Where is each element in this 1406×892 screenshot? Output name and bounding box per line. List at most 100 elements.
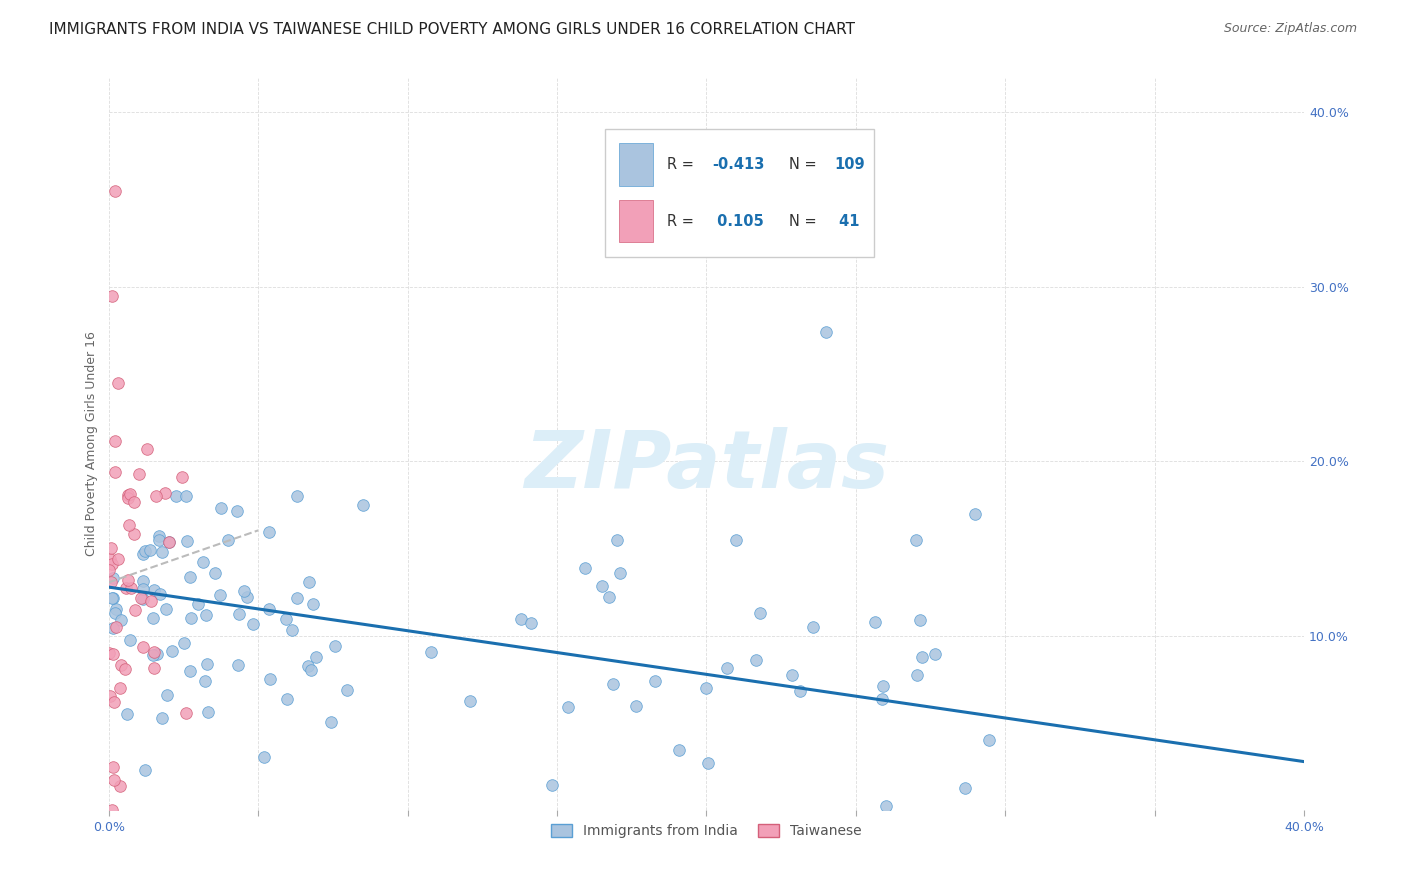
Point	[302, 597, 325, 611]
Point	[195, 608, 218, 623]
Point	[157, 534, 180, 549]
Point	[104, 620, 127, 634]
Point	[139, 543, 162, 558]
Point	[285, 591, 308, 605]
Point	[108, 779, 131, 793]
Point	[176, 534, 198, 549]
Text: R =: R =	[666, 157, 699, 172]
Point	[195, 657, 218, 671]
Point	[155, 485, 177, 500]
Point	[108, 681, 131, 695]
Point	[574, 560, 596, 574]
Point	[104, 434, 127, 448]
Point	[132, 582, 155, 596]
Point	[602, 676, 624, 690]
Point	[259, 602, 281, 616]
Point	[591, 579, 613, 593]
Point	[541, 778, 564, 792]
Point	[624, 698, 647, 713]
Point	[194, 673, 217, 688]
Point	[907, 667, 929, 681]
Point	[173, 636, 195, 650]
Point	[520, 615, 543, 630]
Point	[242, 616, 264, 631]
Point	[297, 658, 319, 673]
Point	[114, 581, 136, 595]
Point	[150, 711, 173, 725]
Point	[904, 533, 927, 547]
Point	[953, 780, 976, 795]
Point	[695, 681, 717, 695]
Point	[117, 573, 139, 587]
Point	[117, 488, 139, 502]
Point	[420, 645, 443, 659]
Point	[103, 695, 125, 709]
Point	[187, 598, 209, 612]
Point	[120, 487, 142, 501]
Point	[226, 658, 249, 673]
Point	[875, 798, 897, 813]
FancyBboxPatch shape	[605, 128, 873, 257]
Point	[197, 705, 219, 719]
Point	[124, 602, 146, 616]
Point	[118, 518, 141, 533]
Point	[281, 623, 304, 637]
Point	[107, 376, 129, 390]
Point	[132, 640, 155, 654]
Point	[101, 621, 124, 635]
Point	[160, 644, 183, 658]
Point	[235, 590, 257, 604]
Point	[148, 533, 170, 547]
Point	[103, 772, 125, 787]
Point	[789, 684, 811, 698]
Point	[924, 647, 946, 661]
Text: N =: N =	[789, 157, 821, 172]
Point	[132, 574, 155, 588]
Point	[148, 528, 170, 542]
Point	[142, 648, 165, 663]
Point	[98, 689, 121, 703]
Point	[870, 692, 893, 706]
Point	[298, 574, 321, 589]
Point	[118, 632, 141, 647]
Text: 0.105: 0.105	[713, 213, 763, 228]
Point	[156, 688, 179, 702]
Point	[128, 467, 150, 481]
Point	[204, 566, 226, 580]
Point	[217, 533, 239, 547]
Text: Source: ZipAtlas.com: Source: ZipAtlas.com	[1223, 22, 1357, 36]
Point	[460, 694, 482, 708]
Point	[908, 613, 931, 627]
Point	[557, 700, 579, 714]
Point	[276, 692, 298, 706]
Point	[233, 584, 256, 599]
Point	[103, 760, 125, 774]
Point	[142, 582, 165, 597]
Point	[285, 489, 308, 503]
Text: 41: 41	[834, 213, 860, 228]
Point	[352, 498, 374, 512]
Point	[117, 491, 139, 506]
Point	[110, 658, 132, 673]
Point	[865, 615, 887, 629]
Y-axis label: Child Poverty Among Girls Under 16: Child Poverty Among Girls Under 16	[86, 332, 98, 557]
Point	[101, 571, 124, 585]
Text: ZIPatlas: ZIPatlas	[524, 427, 889, 505]
Point	[668, 742, 690, 756]
Point	[134, 544, 156, 558]
Point	[872, 679, 894, 693]
Point	[748, 606, 770, 620]
Point	[149, 587, 172, 601]
Point	[134, 764, 156, 778]
Point	[697, 756, 720, 771]
Point	[336, 682, 359, 697]
Bar	[619, 144, 652, 186]
Bar	[619, 200, 652, 243]
Point	[911, 650, 934, 665]
Point	[814, 325, 837, 339]
Point	[142, 611, 165, 625]
Point	[174, 489, 197, 503]
Point	[142, 645, 165, 659]
Point	[142, 661, 165, 675]
Point	[157, 535, 180, 549]
